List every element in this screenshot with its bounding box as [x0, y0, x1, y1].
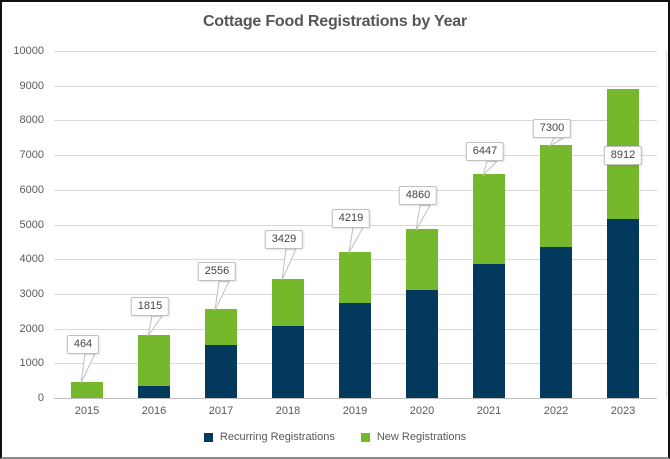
legend-item-new: New Registrations: [360, 431, 467, 443]
x-tick-label-2022: 2022: [543, 405, 569, 417]
plot-right-border: [666, 51, 667, 398]
callout-pointer-2018: [281, 248, 297, 281]
bar-2022: [540, 144, 572, 398]
bar-segment-new-2022: [540, 144, 572, 247]
callout-pointer-2022: [548, 137, 566, 147]
data-label-2021: 6447: [465, 142, 505, 162]
bar-segment-recurring-2019: [339, 302, 371, 398]
x-tick-label-2019: 2019: [342, 405, 368, 417]
y-tick-label: 6000: [19, 184, 44, 196]
callout-pointer-2016: [147, 315, 163, 337]
data-label-2017: 2556: [197, 262, 237, 282]
x-tick-label-2021: 2021: [476, 405, 502, 417]
gridline: [54, 51, 657, 52]
y-tick-label: 2000: [19, 323, 44, 335]
gridline: [54, 120, 657, 121]
y-tick-label: 0: [37, 392, 44, 404]
bar-segment-recurring-2020: [406, 290, 438, 398]
bar-2020: [406, 229, 438, 398]
bar-segment-recurring-2021: [473, 264, 505, 398]
x-tick-label-2023: 2023: [610, 405, 636, 417]
x-tick-label-2017: 2017: [208, 405, 234, 417]
legend-swatch-recurring: [203, 432, 213, 442]
data-label-2019: 4219: [331, 208, 371, 228]
data-label-2022: 7300: [532, 118, 572, 138]
y-tick-label: 8000: [19, 114, 44, 126]
bar-segment-new-2017: [205, 309, 237, 346]
bar-segment-recurring-2023: [607, 218, 639, 398]
legend-label-new: New Registrations: [376, 431, 467, 443]
bar-2019: [339, 251, 371, 398]
x-tick-label-2018: 2018: [275, 405, 301, 417]
legend-label-recurring: Recurring Registrations: [219, 431, 335, 443]
y-tick-label: 1000: [19, 357, 44, 369]
bar-segment-new-2019: [339, 251, 371, 303]
bar-segment-new-2021: [473, 174, 505, 265]
gridline: [54, 86, 657, 87]
bar-segment-new-2016: [138, 335, 170, 387]
bar-2015: [71, 381, 103, 398]
x-tick-label-2016: 2016: [141, 405, 167, 417]
legend-item-recurring: Recurring Registrations: [203, 431, 335, 443]
y-tick-label: 5000: [19, 219, 44, 231]
legend: Recurring Registrations New Registration…: [2, 431, 668, 443]
chart-title: Cottage Food Registrations by Year: [202, 13, 468, 30]
y-tick-label: 4000: [19, 253, 44, 265]
gridline: [54, 190, 657, 191]
bar-segment-recurring-2016: [138, 386, 170, 398]
bar-2016: [138, 335, 170, 398]
bar-2017: [205, 309, 237, 398]
callout-pointer-2017: [214, 280, 230, 311]
bar-segment-recurring-2018: [272, 325, 304, 398]
bar-segment-new-2018: [272, 279, 304, 326]
y-tick-label: 3000: [19, 288, 44, 300]
y-tick-label: 10000: [13, 45, 44, 57]
bar-segment-recurring-2017: [205, 345, 237, 398]
callout-pointer-2020: [415, 204, 431, 231]
x-axis-line: [54, 398, 657, 399]
bar-2018: [272, 279, 304, 398]
data-label-2020: 4860: [398, 186, 438, 206]
y-tick-label: 9000: [19, 80, 44, 92]
legend-swatch-new: [360, 432, 370, 442]
callout-pointer-2021: [481, 160, 499, 178]
y-tick-label: 7000: [19, 149, 44, 161]
bar-segment-new-2020: [406, 229, 438, 291]
x-tick-label-2020: 2020: [409, 405, 435, 417]
x-tick-label-2015: 2015: [74, 405, 100, 417]
callout-pointer-2015: [80, 353, 96, 384]
bar-segment-recurring-2022: [540, 246, 572, 398]
bar-segment-new-2015: [71, 381, 103, 398]
callout-pointer-2019: [348, 227, 364, 253]
data-label-2023: 8912: [603, 145, 643, 165]
data-label-2016: 1815: [130, 297, 170, 317]
data-label-2018: 3429: [264, 230, 304, 249]
data-label-2015: 464: [66, 334, 100, 354]
gridline: [54, 155, 657, 156]
bar-2021: [473, 174, 505, 398]
